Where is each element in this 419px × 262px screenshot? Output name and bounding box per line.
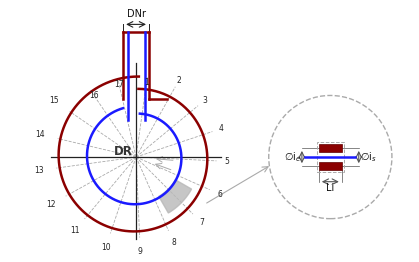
Text: 11: 11 xyxy=(70,226,79,236)
Text: 6: 6 xyxy=(217,190,222,199)
Text: 7: 7 xyxy=(199,218,204,227)
Text: 17: 17 xyxy=(114,80,124,89)
Text: $\varnothing$i$_e$: $\varnothing$i$_e$ xyxy=(284,150,301,164)
Text: 15: 15 xyxy=(49,96,59,105)
Text: 5: 5 xyxy=(224,157,229,166)
Text: 13: 13 xyxy=(34,166,44,175)
Bar xyxy=(317,142,344,172)
Text: 1: 1 xyxy=(144,78,149,87)
Text: 3: 3 xyxy=(202,96,207,105)
Text: 12: 12 xyxy=(47,200,56,209)
Text: DNr: DNr xyxy=(127,9,145,19)
Polygon shape xyxy=(159,180,191,213)
Text: Li: Li xyxy=(326,183,334,193)
Text: 16: 16 xyxy=(89,91,98,100)
Text: 4: 4 xyxy=(219,124,224,133)
Text: 8: 8 xyxy=(171,238,176,247)
Text: $\varnothing$i$_s$: $\varnothing$i$_s$ xyxy=(360,150,377,164)
Text: 2: 2 xyxy=(177,75,181,85)
Text: 10: 10 xyxy=(101,243,111,252)
Text: 9: 9 xyxy=(138,247,143,256)
Text: 14: 14 xyxy=(35,130,45,139)
Text: DR: DR xyxy=(114,145,133,158)
Bar xyxy=(319,144,342,152)
Bar xyxy=(319,162,342,170)
